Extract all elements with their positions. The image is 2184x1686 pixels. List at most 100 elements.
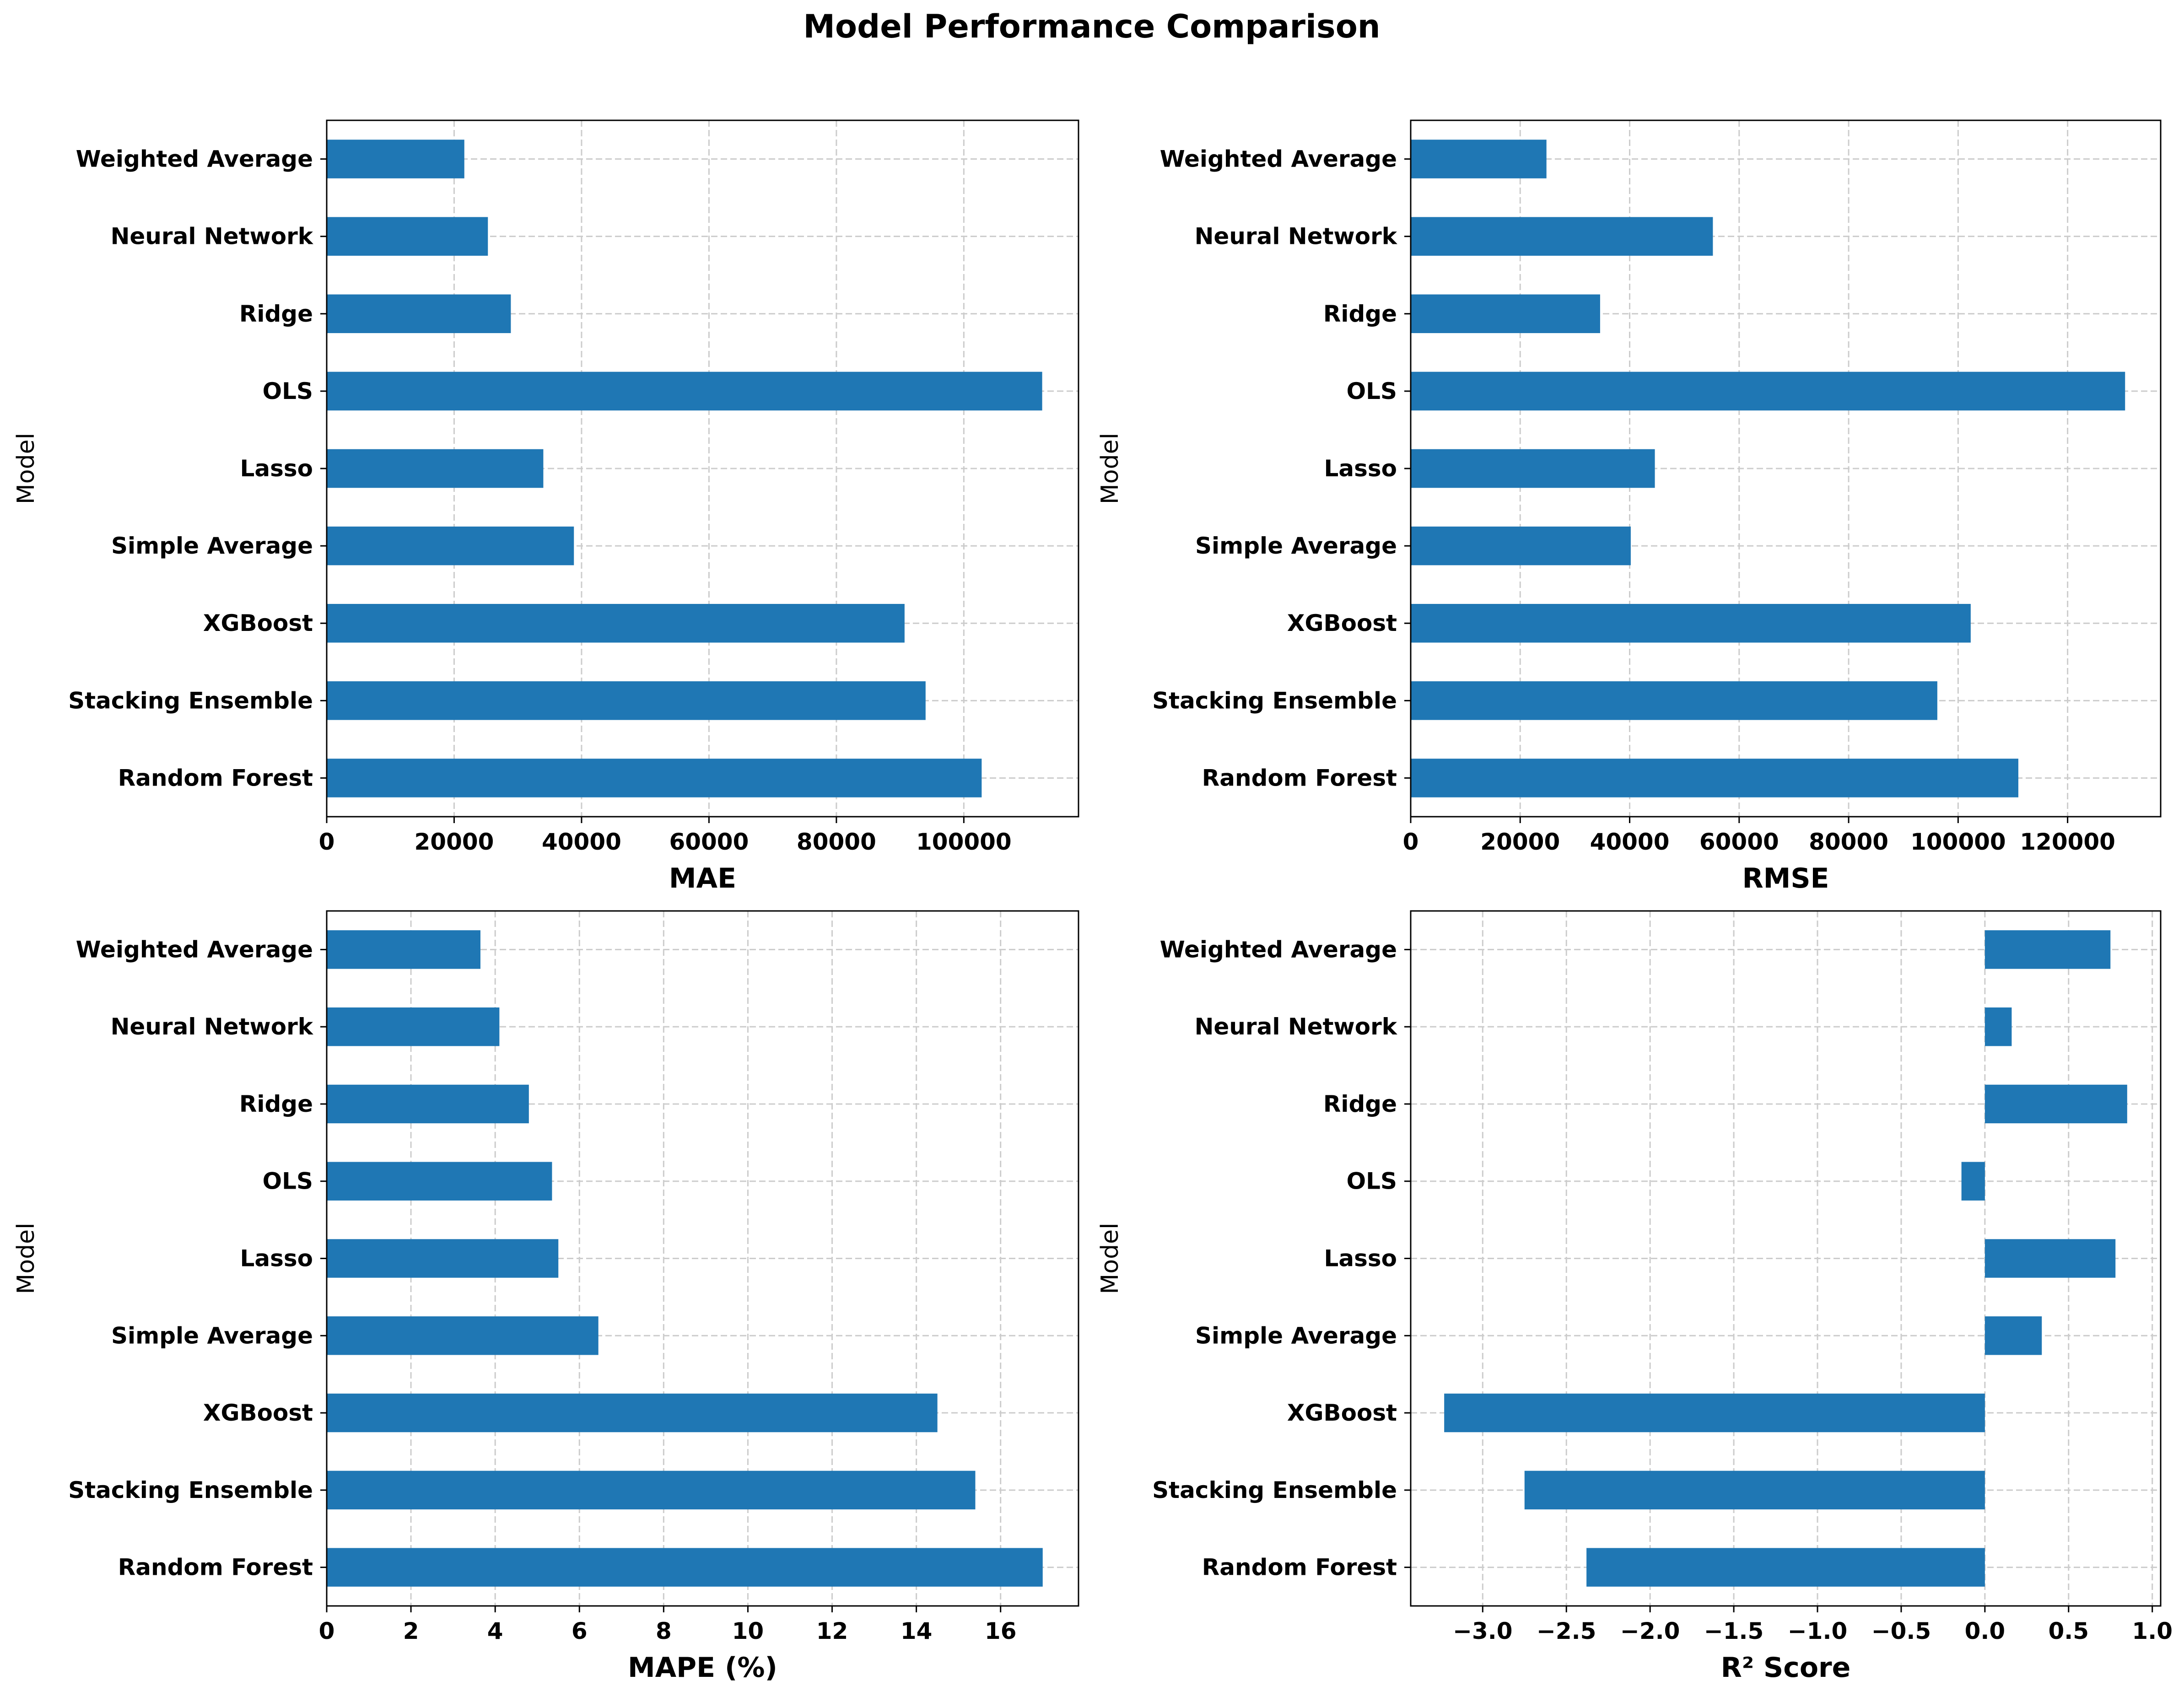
x-tick-label: 0	[1403, 829, 1419, 855]
y-tick-label: Simple Average	[111, 1322, 313, 1349]
bar-simple-average	[327, 1316, 599, 1355]
x-tick-label: −2.0	[1620, 1618, 1680, 1644]
bar-random-forest	[327, 1548, 1043, 1587]
y-tick-label: Weighted Average	[1160, 936, 1397, 963]
subplot-rmse: 0 20000 40000 60000 80000 100000 120000 Random …	[1096, 119, 2162, 894]
y-tick-label: Weighted Average	[76, 936, 313, 963]
x-tick-label: 20000	[1480, 829, 1560, 855]
bar-lasso	[1411, 449, 1655, 488]
y-tick-label: OLS	[1347, 1168, 1397, 1195]
x-axis-label: RMSE	[1742, 862, 1829, 894]
x-tick-label: 1.0	[2132, 1618, 2173, 1644]
bar-xgboost	[327, 603, 905, 643]
bar-simple-average	[327, 526, 574, 566]
x-tick-label: 40000	[542, 829, 621, 855]
figure-title: Model Performance Comparison	[803, 8, 1380, 45]
y-tick-label: Random Forest	[118, 1554, 313, 1581]
y-tick-label: Stacking Ensemble	[68, 687, 313, 714]
bar-weighted-average	[1984, 930, 2111, 969]
bar-ols	[327, 372, 1042, 411]
y-tick-label: Ridge	[1323, 301, 1397, 327]
x-tick-label: 100000	[916, 829, 1012, 855]
x-tick-label: 4	[487, 1618, 503, 1644]
bar-xgboost	[327, 1393, 938, 1433]
bar-ridge	[327, 294, 511, 334]
x-tick-label: 12	[816, 1618, 848, 1644]
y-axis-label: Model	[12, 433, 40, 504]
bar-neural-network	[327, 217, 488, 256]
x-tick-label: 2	[403, 1618, 419, 1644]
bar-weighted-average	[327, 140, 464, 178]
y-tick-label: XGBoost	[203, 610, 313, 636]
x-axis-label: MAPE (%)	[628, 1652, 777, 1684]
y-tick-label: Ridge	[239, 1091, 313, 1117]
y-tick-label: XGBoost	[1287, 1400, 1397, 1426]
x-tick-label: −0.5	[1871, 1618, 1931, 1644]
y-tick-label: Neural Network	[1195, 1013, 1398, 1040]
bar-stacking-ensemble	[327, 681, 926, 720]
y-tick-label: XGBoost	[203, 1400, 313, 1426]
x-tick-label: 6	[572, 1618, 588, 1644]
x-tick-label: 60000	[669, 829, 749, 855]
x-tick-label: 10	[732, 1618, 764, 1644]
bar-ridge	[1411, 294, 1600, 334]
y-tick-label: Ridge	[1323, 1091, 1397, 1117]
x-tick-label: 120000	[2020, 829, 2115, 855]
x-tick-label: 40000	[1590, 829, 1670, 855]
x-tick-label: −3.0	[1453, 1618, 1512, 1644]
bar-simple-average	[1411, 526, 1631, 566]
y-tick-label: OLS	[263, 1168, 313, 1195]
y-tick-label: Lasso	[1324, 455, 1397, 482]
x-tick-label: 60000	[1699, 829, 1779, 855]
bar-random-forest	[1586, 1548, 1985, 1587]
x-axis-label: R² Score	[1721, 1652, 1851, 1684]
y-axis-label: Model	[1096, 1223, 1124, 1294]
bar-weighted-average	[1411, 140, 1547, 178]
bar-neural-network	[327, 1007, 500, 1046]
y-tick-label: Stacking Ensemble	[1152, 687, 1397, 714]
x-tick-label: 80000	[797, 829, 876, 855]
y-axis-label: Model	[12, 1223, 40, 1294]
bar-ols	[1961, 1162, 1985, 1201]
bar-ridge	[1984, 1084, 2127, 1124]
y-tick-label: Stacking Ensemble	[1152, 1477, 1397, 1503]
y-tick-label: Lasso	[1324, 1245, 1397, 1272]
y-tick-label: Simple Average	[1195, 1322, 1397, 1349]
y-tick-label: Simple Average	[1195, 533, 1397, 559]
subplot-mae: 0 20000 40000 60000 80000 100000 Random Forest…	[12, 119, 1079, 894]
bar-random-forest	[1411, 759, 2018, 797]
x-tick-label: 16	[985, 1618, 1017, 1644]
bar-stacking-ensemble	[1524, 1471, 1985, 1510]
x-axis-label: MAE	[669, 862, 736, 894]
bar-ols	[327, 1162, 552, 1201]
x-tick-label: 0.0	[1965, 1618, 2006, 1644]
bar-neural-network	[1984, 1007, 2012, 1046]
bar-xgboost	[1411, 603, 1971, 643]
y-tick-label: Ridge	[239, 301, 313, 327]
bar-simple-average	[1984, 1316, 2042, 1355]
bar-random-forest	[327, 759, 982, 797]
y-tick-label: Simple Average	[111, 533, 313, 559]
bar-ridge	[327, 1084, 529, 1124]
x-tick-label: 0	[319, 1618, 335, 1644]
y-tick-label: OLS	[1347, 378, 1397, 404]
x-tick-label: 0	[319, 829, 335, 855]
x-tick-label: −2.5	[1537, 1618, 1596, 1644]
bar-lasso	[327, 449, 544, 488]
y-tick-label: Weighted Average	[76, 146, 313, 172]
y-tick-label: Random Forest	[1202, 765, 1397, 791]
bar-stacking-ensemble	[1411, 681, 1937, 720]
bar-neural-network	[1411, 217, 1713, 256]
x-tick-label: −1.5	[1704, 1618, 1763, 1644]
y-tick-label: Random Forest	[1202, 1554, 1397, 1581]
subplot-r-score: −3.0 −2.5 −2.0 −1.5 −1.0 −0.5 0.0 0.5 1.0 Random …	[1096, 910, 2173, 1684]
bar-lasso	[327, 1239, 559, 1278]
x-tick-label: 8	[656, 1618, 672, 1644]
bar-xgboost	[1444, 1393, 1985, 1433]
y-tick-label: Lasso	[240, 455, 313, 482]
y-tick-label: Random Forest	[118, 765, 313, 791]
y-tick-label: Neural Network	[111, 1013, 314, 1040]
x-tick-label: 14	[901, 1618, 933, 1644]
y-tick-label: OLS	[263, 378, 313, 404]
